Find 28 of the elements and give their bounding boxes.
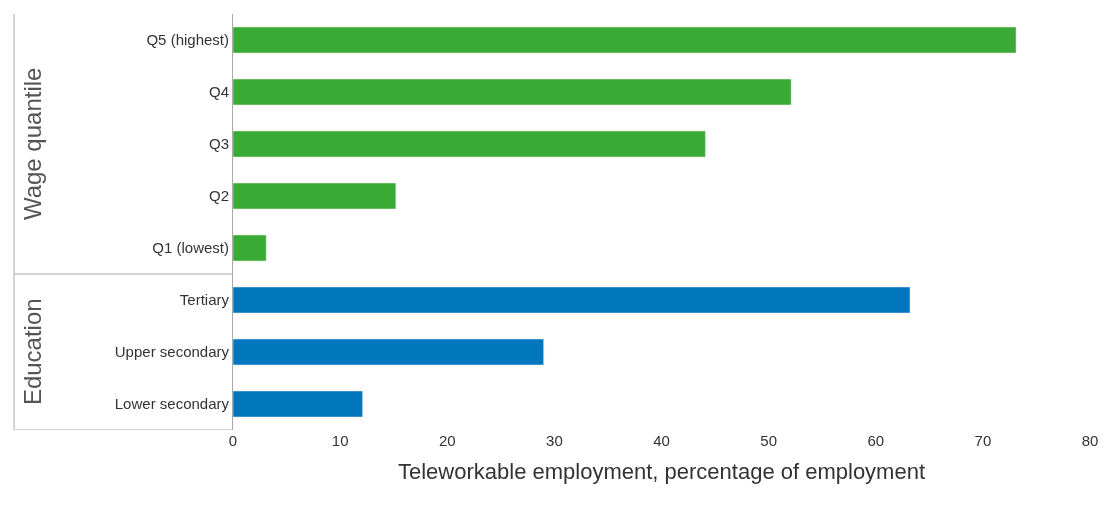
y-tick-label: Q1 (lowest) <box>152 239 229 257</box>
x-tick-label: 20 <box>438 432 456 449</box>
bar <box>233 26 1017 54</box>
x-tick-label: 50 <box>760 432 777 449</box>
x-tick-label: 60 <box>867 432 885 449</box>
bar <box>233 130 706 158</box>
x-tick-label: 30 <box>546 432 563 449</box>
bar <box>233 234 267 262</box>
y-tick-label: Q3 <box>208 135 229 153</box>
text: Education <box>19 298 47 406</box>
x-tick-label: 40 <box>653 432 670 449</box>
text: Wage quantile <box>19 67 47 221</box>
bar <box>233 338 544 366</box>
x-axis-title: Teleworkable employment, percentage of employment <box>397 458 926 484</box>
x-tick-label: 10 <box>331 432 349 449</box>
x-tick-label: 80 <box>1081 432 1099 449</box>
y-tick-label: Tertiary <box>179 291 230 309</box>
bar <box>233 286 911 314</box>
y-tick-label: Q2 <box>208 187 229 205</box>
y-tick-label: Q4 <box>208 83 229 101</box>
bar <box>233 182 397 210</box>
y-tick-label: Lower secondary <box>114 395 230 413</box>
y-tick-label: Q5 (highest) <box>146 31 229 49</box>
x-tick-label: 0 <box>228 432 238 449</box>
y-tick-label: Upper secondary <box>114 343 230 361</box>
x-tick-label: 70 <box>974 432 992 449</box>
bar <box>233 390 363 418</box>
bar <box>233 78 792 106</box>
